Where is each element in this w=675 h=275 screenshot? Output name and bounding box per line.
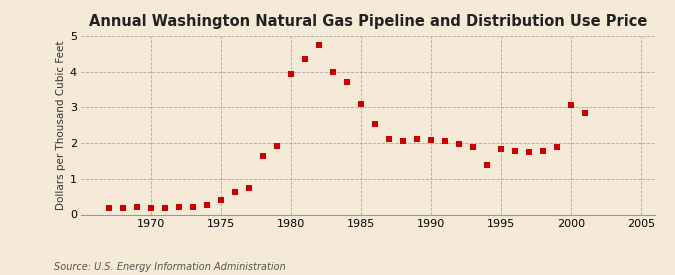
Point bbox=[412, 137, 423, 142]
Point bbox=[537, 149, 548, 153]
Point bbox=[286, 72, 296, 76]
Point bbox=[481, 163, 492, 167]
Point bbox=[356, 102, 367, 107]
Title: Annual Washington Natural Gas Pipeline and Distribution Use Price: Annual Washington Natural Gas Pipeline a… bbox=[88, 14, 647, 29]
Point bbox=[342, 80, 352, 84]
Point bbox=[383, 137, 394, 142]
Y-axis label: Dollars per Thousand Cubic Feet: Dollars per Thousand Cubic Feet bbox=[55, 40, 65, 210]
Point bbox=[566, 103, 576, 107]
Point bbox=[327, 70, 338, 74]
Point bbox=[173, 205, 184, 210]
Point bbox=[230, 190, 240, 194]
Point bbox=[258, 153, 269, 158]
Point bbox=[510, 149, 520, 153]
Point bbox=[398, 139, 408, 144]
Point bbox=[454, 142, 464, 146]
Point bbox=[215, 198, 226, 202]
Point bbox=[495, 147, 506, 152]
Point bbox=[202, 203, 213, 207]
Point bbox=[132, 205, 142, 210]
Point bbox=[159, 205, 170, 210]
Point bbox=[188, 204, 198, 209]
Point bbox=[146, 205, 157, 210]
Point bbox=[313, 43, 324, 48]
Point bbox=[244, 185, 254, 190]
Point bbox=[300, 57, 310, 61]
Point bbox=[425, 138, 436, 142]
Point bbox=[467, 144, 478, 149]
Point bbox=[439, 139, 450, 144]
Point bbox=[103, 205, 114, 210]
Text: Source: U.S. Energy Information Administration: Source: U.S. Energy Information Administ… bbox=[54, 262, 286, 272]
Point bbox=[117, 205, 128, 210]
Point bbox=[369, 122, 380, 127]
Point bbox=[523, 150, 534, 154]
Point bbox=[551, 144, 562, 149]
Point bbox=[271, 144, 282, 148]
Point bbox=[579, 111, 590, 116]
